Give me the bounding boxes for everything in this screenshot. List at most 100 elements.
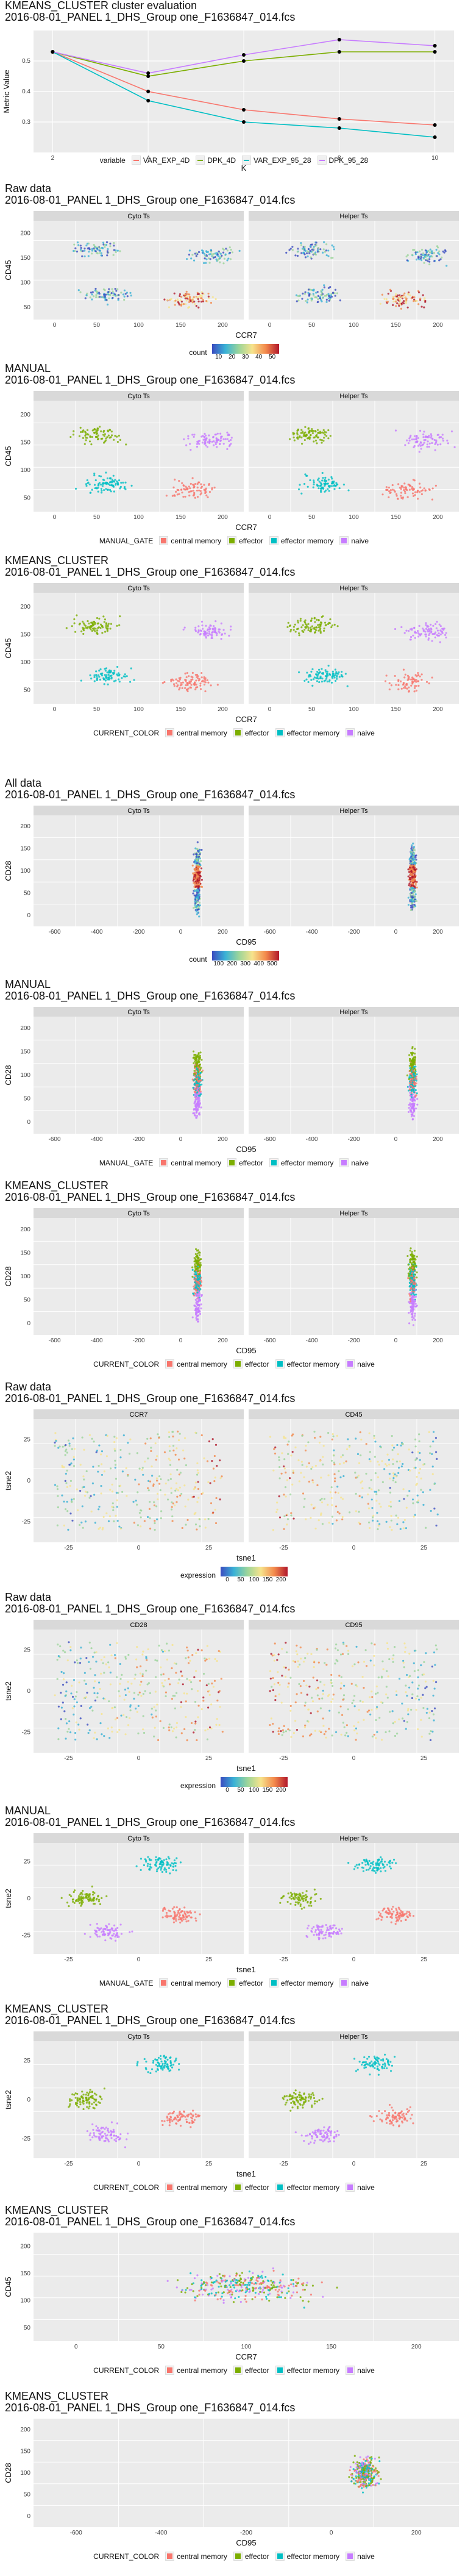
data-point <box>197 1073 199 1075</box>
data-point <box>297 1459 300 1462</box>
data-point <box>221 1730 224 1733</box>
data-point <box>197 1308 200 1311</box>
data-point <box>219 257 221 260</box>
data-point <box>84 431 87 433</box>
data-point <box>93 474 96 477</box>
data-point <box>414 1048 416 1050</box>
data-point <box>82 632 85 635</box>
data-point <box>416 675 418 678</box>
data-point <box>403 488 405 492</box>
data-point <box>199 1267 201 1269</box>
data-point <box>177 1430 179 1433</box>
data-point <box>413 1065 415 1068</box>
data-point <box>327 482 329 485</box>
data-point <box>205 636 207 639</box>
data-point <box>174 1489 177 1492</box>
data-point <box>333 623 336 626</box>
data-point <box>317 626 320 629</box>
data-point <box>194 898 197 901</box>
data-point <box>434 1451 438 1453</box>
data-point <box>123 298 126 301</box>
data-point <box>200 301 203 303</box>
data-point <box>208 1440 211 1443</box>
data-point <box>412 1261 414 1264</box>
data-point <box>230 437 233 439</box>
data-point <box>116 1499 118 1501</box>
data-point <box>95 294 98 296</box>
data-point <box>202 300 205 302</box>
data-point <box>416 1255 418 1258</box>
data-point <box>121 677 123 679</box>
data-point <box>400 488 402 490</box>
data-point <box>103 488 105 492</box>
legend-item: VAR_EXP_95_28 <box>241 156 311 165</box>
data-point <box>194 862 196 864</box>
data-point <box>127 1687 129 1690</box>
data-point <box>408 1448 410 1451</box>
legend-item: effector <box>227 1158 263 1167</box>
data-point <box>416 259 418 261</box>
data-point <box>104 243 106 246</box>
data-point <box>102 478 105 481</box>
data-point <box>199 1084 202 1086</box>
data-point <box>56 1524 59 1526</box>
colorbar-tick-label: 500 <box>267 961 278 967</box>
data-point <box>370 1488 373 1490</box>
data-point <box>99 296 101 298</box>
data-point <box>106 477 109 479</box>
data-point <box>176 1495 179 1498</box>
chart-title: KMEANS_CLUSTER 2016-08-01_PANEL 1_DHS_Gr… <box>5 554 296 578</box>
data-point <box>194 847 197 850</box>
data-point <box>69 1512 72 1515</box>
data-point <box>110 484 113 486</box>
data-point <box>115 1478 118 1480</box>
data-point <box>419 257 422 260</box>
data-point <box>398 304 400 307</box>
data-point <box>219 1459 221 1462</box>
data-point <box>98 1681 101 1684</box>
data-point <box>403 482 406 485</box>
data-point <box>408 884 410 887</box>
data-point <box>148 1508 151 1510</box>
data-point <box>327 437 330 440</box>
data-point <box>152 1483 155 1486</box>
data-point <box>315 677 317 679</box>
data-point <box>408 1078 411 1081</box>
data-point <box>419 429 422 432</box>
data-point <box>175 682 178 684</box>
data-point <box>97 490 99 493</box>
data-point <box>430 627 432 630</box>
data-point <box>314 631 317 634</box>
data-point <box>291 1451 294 1453</box>
data-point <box>88 1707 91 1709</box>
data-point <box>194 1487 196 1489</box>
data-point <box>390 684 393 687</box>
data-point <box>213 1454 216 1458</box>
data-point <box>190 684 193 686</box>
data-point <box>211 255 214 257</box>
data-point <box>117 299 119 301</box>
data-point <box>290 1512 292 1514</box>
data-point <box>116 435 118 438</box>
data-point <box>79 1464 82 1466</box>
x-tick-label: -600 <box>48 929 60 936</box>
data-point <box>303 1498 306 1500</box>
data-point <box>204 434 207 437</box>
x-tick-label: -400 <box>90 1337 102 1344</box>
data-point <box>93 674 96 676</box>
raw-tsne-cd28-cd95-section: Raw data 2016-08-01_PANEL 1_DHS_Group on… <box>0 1592 468 1799</box>
data-point <box>167 1479 169 1481</box>
data-point <box>293 432 296 435</box>
data-point <box>115 482 117 485</box>
data-point <box>338 1470 340 1473</box>
x-tick-label: 200 <box>218 1136 228 1143</box>
data-point <box>119 487 121 490</box>
data-point <box>153 1501 155 1503</box>
data-point <box>196 1300 199 1303</box>
data-point <box>199 1312 202 1315</box>
facet-label: CCR7 <box>130 1411 148 1419</box>
data-point <box>93 1494 96 1496</box>
data-point <box>302 1492 305 1495</box>
legend-item: VAR_EXP_4D <box>131 156 190 165</box>
